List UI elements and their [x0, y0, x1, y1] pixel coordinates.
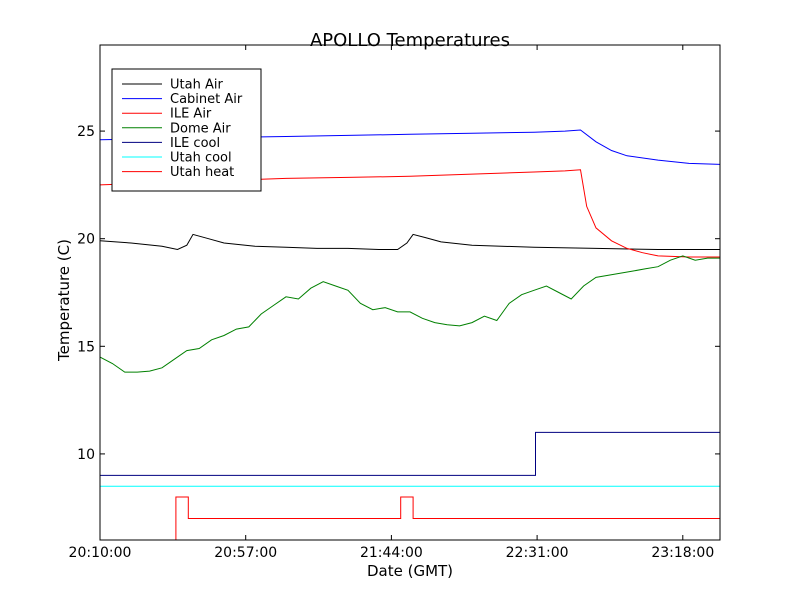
x-tick-label: 20:10:00	[69, 545, 132, 561]
y-axis-label: Temperature (C)	[55, 239, 73, 362]
y-tick-label: 25	[77, 124, 95, 140]
x-tick-label: 23:18:00	[651, 545, 714, 561]
y-tick-label: 10	[77, 447, 95, 463]
series-line-utah-cool	[100, 485, 720, 510]
legend-box	[111, 68, 262, 192]
axes-frame	[99, 44, 721, 541]
x-tick-label: 22:31:00	[506, 545, 569, 561]
legend-label: Utah cool	[170, 151, 232, 166]
legend-label: Dome Air	[170, 121, 231, 136]
legend-label: Cabinet Air	[170, 92, 243, 107]
chart-title: APOLLO Temperatures	[310, 30, 510, 51]
series-line-ile-air	[100, 169, 720, 258]
legend-label: ILE cool	[170, 136, 220, 151]
series-line-ile-cool	[100, 431, 720, 476]
y-tick-label: 15	[77, 339, 95, 355]
y-tick-label: 20	[77, 232, 95, 248]
legend-label: Utah heat	[170, 165, 234, 180]
series-line-utah-heat	[175, 496, 720, 540]
axis-ticks: 20:10:00 20:57:00 21:44:00 22:31:00 23:18:00…	[69, 45, 720, 561]
x-axis-label: Date (GMT)	[367, 562, 453, 580]
legend-label: ILE Air	[170, 107, 212, 122]
legend-label: Utah Air	[170, 78, 223, 93]
series-line-dome-air	[100, 255, 720, 373]
x-tick-label: 20:57:00	[214, 545, 277, 561]
series-line-utah-air	[100, 233, 720, 251]
x-tick-label: 21:44:00	[360, 545, 423, 561]
